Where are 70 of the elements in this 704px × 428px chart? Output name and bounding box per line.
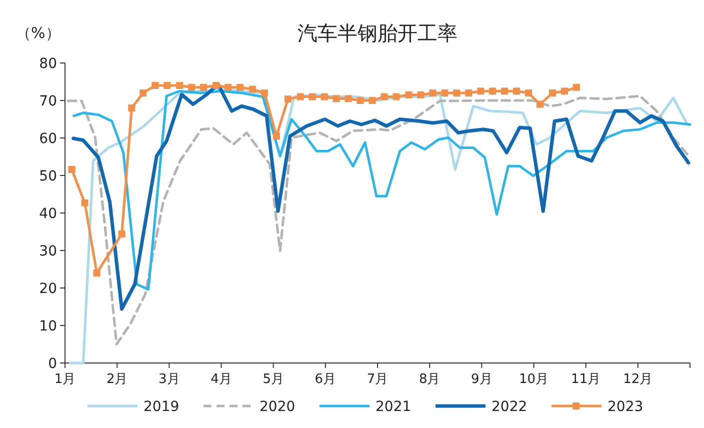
y-tick-label: 20: [39, 280, 57, 297]
y-tick-label: 0: [48, 356, 57, 372]
point: [320, 93, 328, 100]
y-tick-label: 70: [39, 93, 57, 110]
point: [572, 84, 580, 91]
point: [249, 86, 256, 93]
legend-label: 2020: [260, 398, 296, 415]
x-tick-label: 8月: [418, 372, 440, 387]
x-tick-label: 2月: [106, 372, 128, 387]
x-tick-label: 6月: [314, 372, 336, 387]
legend-label: 2022: [492, 398, 528, 415]
point: [68, 166, 76, 173]
y-tick-label: 80: [39, 56, 57, 72]
point: [224, 84, 232, 91]
point: [236, 84, 244, 91]
point: [284, 96, 292, 102]
point: [429, 90, 436, 96]
y-tick-label: 40: [39, 206, 57, 222]
point: [344, 95, 352, 102]
x-tick-label: 5月: [262, 372, 284, 387]
point: [525, 90, 532, 96]
point: [308, 93, 316, 100]
point: [176, 82, 184, 89]
point: [489, 88, 496, 95]
point: [380, 93, 388, 100]
point: [152, 82, 159, 89]
point: [164, 82, 171, 89]
x-tick-label: 9月: [471, 372, 492, 387]
y-axis-title: （%）: [16, 24, 60, 42]
legend-label: 2021: [376, 398, 412, 415]
legend-label: 2023: [608, 398, 644, 415]
point: [118, 230, 126, 238]
point: [465, 90, 472, 96]
point: [200, 84, 208, 91]
point: [332, 95, 340, 102]
x-tick-label: 12月: [623, 372, 653, 387]
point: [560, 88, 568, 95]
point: [477, 88, 484, 95]
point: [212, 82, 220, 89]
point: [392, 93, 400, 100]
chart-title: 汽车半钢胎开工率: [298, 21, 458, 45]
y-tick-label: 60: [39, 130, 57, 147]
point: [260, 90, 268, 96]
x-tick-label: 1月: [54, 372, 76, 387]
point: [405, 91, 412, 98]
y-tick-label: 30: [39, 243, 57, 260]
point: [441, 90, 448, 96]
point: [453, 90, 460, 96]
x-tick-label: 10月: [518, 372, 549, 387]
legend-label: 2019: [144, 398, 180, 415]
point: [140, 90, 147, 96]
point: [296, 93, 304, 100]
y-tick-label: 10: [39, 318, 57, 334]
point: [536, 100, 544, 108]
point: [272, 132, 280, 140]
point: [501, 88, 508, 95]
y-tick-label: 50: [39, 168, 57, 184]
x-tick-label: 7月: [366, 372, 388, 387]
x-tick-label: 3月: [158, 372, 180, 387]
point: [188, 84, 196, 91]
x-tick-label: 11月: [571, 372, 601, 387]
point: [368, 97, 376, 104]
point: [93, 270, 100, 276]
x-tick-label: 4月: [210, 372, 232, 387]
point: [549, 90, 556, 96]
point: [81, 199, 88, 206]
point: [417, 91, 424, 98]
point: [356, 97, 364, 104]
point: [513, 88, 520, 95]
point: [128, 104, 136, 112]
